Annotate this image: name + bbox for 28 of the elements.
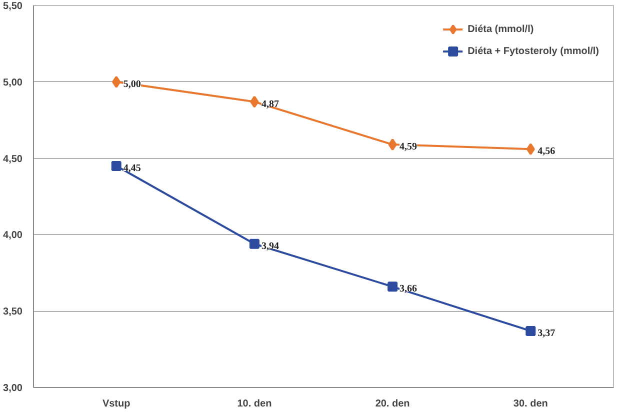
y-tick-label: 3,00 [3, 383, 23, 394]
y-tick-label: 5,00 [3, 77, 23, 88]
data-label: 4,59 [400, 142, 418, 153]
point [249, 238, 260, 249]
y-tick-label: 4,50 [3, 154, 23, 165]
data-label: 4,45 [123, 162, 141, 174]
point [111, 160, 122, 171]
point [526, 326, 536, 336]
data-label: 5,00 [123, 78, 141, 90]
y-tick-label: 3,50 [3, 306, 23, 318]
point [112, 76, 121, 88]
point [250, 96, 259, 108]
data-label: 4,87 [261, 98, 279, 110]
legend-label: Diéta + Fytosteroly (mmol/l) [468, 46, 599, 56]
x-tick-label: 10. den [237, 398, 272, 410]
data-label: 3,94 [261, 240, 279, 252]
x-tick-label: Vstup [102, 398, 130, 410]
x-tick-label: 30. den [513, 398, 548, 410]
point [388, 138, 397, 151]
y-tick-label: 4,00 [3, 230, 23, 242]
data-label: 3,66 [400, 284, 418, 295]
data-label: 3,37 [538, 328, 556, 339]
x-tick-label: 20. den [375, 398, 410, 410]
point [388, 282, 398, 292]
point [526, 143, 535, 156]
data-label: 4,56 [538, 146, 556, 158]
y-tick-label: 5,50 [3, 1, 23, 12]
legend-label: Diéta (mmol/l) [468, 24, 534, 34]
